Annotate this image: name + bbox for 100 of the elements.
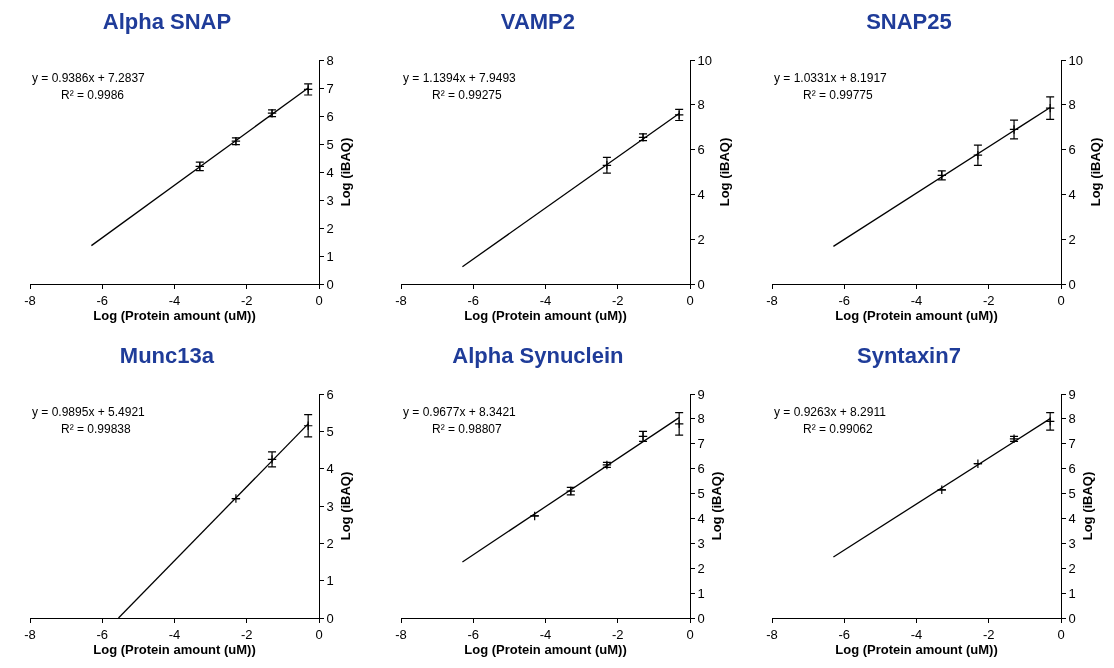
y-tick-label: 5 bbox=[326, 423, 334, 439]
y-tick-label: 2 bbox=[326, 535, 334, 551]
y-tick-label: 5 bbox=[697, 486, 705, 502]
x-tick-label: -6 bbox=[96, 626, 109, 642]
y-axis-title: Log (iBAQ) bbox=[1080, 471, 1096, 541]
y-tick-label: 6 bbox=[326, 108, 334, 124]
y-tick-label: 9 bbox=[697, 386, 705, 402]
y-tick-label: 5 bbox=[326, 136, 334, 152]
y-tick-label: 2 bbox=[697, 560, 705, 576]
x-tick-label: -2 bbox=[240, 626, 253, 642]
y-tick-label: 5 bbox=[1068, 486, 1076, 502]
x-tick-label: -6 bbox=[838, 292, 851, 308]
annotation: R² = 0.98807 bbox=[432, 422, 503, 436]
y-tick-label: 10 bbox=[1068, 52, 1084, 68]
chart-title: Syntaxin7 bbox=[856, 342, 961, 368]
x-tick-label: -4 bbox=[539, 292, 552, 308]
annotation: R² = 0.9986 bbox=[61, 88, 125, 102]
y-tick-label: 4 bbox=[326, 461, 334, 477]
x-axis-title: Log (Protein amount (uM)) bbox=[464, 308, 627, 324]
y-axis-title: Log (iBAQ) bbox=[338, 137, 354, 207]
annotation: y = 0.9677x + 8.3421 bbox=[403, 405, 517, 419]
annotation: y = 0.9263x + 8.2911 bbox=[774, 405, 887, 419]
y-tick-label: 2 bbox=[697, 231, 705, 247]
annotation: y = 1.1394x + 7.9493 bbox=[403, 71, 517, 85]
y-tick-label: 10 bbox=[697, 52, 713, 68]
point bbox=[1009, 124, 1019, 135]
y-tick-label: 6 bbox=[326, 386, 334, 402]
annotation: y = 1.0331x + 8.1917 bbox=[774, 71, 888, 85]
y-tick-label: 3 bbox=[697, 535, 705, 551]
y-tick-label: 6 bbox=[697, 461, 705, 477]
y-axis-title: Log (iBAQ) bbox=[716, 137, 732, 207]
x-tick-label: -6 bbox=[96, 292, 109, 308]
x-tick-label: -6 bbox=[467, 292, 480, 308]
y-tick-label: 4 bbox=[697, 186, 705, 202]
y-tick-label: 2 bbox=[1068, 231, 1076, 247]
x-axis-title: Log (Protein amount (uM)) bbox=[93, 308, 256, 324]
y-tick-label: 6 bbox=[1068, 461, 1076, 477]
x-tick-label: -8 bbox=[395, 626, 407, 642]
y-tick-label: 4 bbox=[697, 510, 705, 526]
y-tick-label: 9 bbox=[1068, 386, 1076, 402]
x-tick-label: -8 bbox=[24, 292, 36, 308]
y-tick-label: 4 bbox=[1068, 510, 1076, 526]
x-tick-label: -2 bbox=[982, 292, 995, 308]
point bbox=[674, 419, 684, 429]
y-tick-label: 0 bbox=[697, 276, 705, 292]
y-tick-label: 4 bbox=[1068, 186, 1076, 202]
y-tick-label: 6 bbox=[1068, 142, 1076, 158]
x-tick-label: -4 bbox=[539, 626, 552, 642]
y-tick-label: 1 bbox=[326, 248, 334, 264]
x-tick-label: 0 bbox=[1057, 292, 1065, 308]
annotation: R² = 0.99775 bbox=[803, 88, 874, 102]
y-tick-label: 0 bbox=[1068, 276, 1076, 292]
x-tick-label: -8 bbox=[24, 626, 36, 642]
x-tick-label: 0 bbox=[1057, 626, 1065, 642]
y-tick-label: 3 bbox=[1068, 535, 1076, 551]
x-tick-label: 0 bbox=[686, 292, 694, 308]
x-axis-title: Log (Protein amount (uM)) bbox=[93, 642, 256, 658]
chart-title: SNAP25 bbox=[866, 8, 952, 34]
point bbox=[231, 493, 241, 504]
x-tick-label: 0 bbox=[686, 626, 694, 642]
y-axis-title: Log (iBAQ) bbox=[709, 471, 725, 541]
x-axis-title: Log (Protein amount (uM)) bbox=[835, 308, 998, 324]
y-tick-label: 3 bbox=[326, 498, 334, 514]
y-axis-title: Log (iBAQ) bbox=[338, 471, 354, 541]
x-tick-label: -4 bbox=[910, 292, 923, 308]
x-tick-label: -4 bbox=[168, 292, 181, 308]
x-axis-title: Log (Protein amount (uM)) bbox=[835, 642, 998, 658]
y-tick-label: 0 bbox=[697, 610, 705, 626]
y-tick-label: 7 bbox=[326, 80, 334, 96]
x-tick-label: -4 bbox=[910, 626, 923, 642]
y-tick-label: 1 bbox=[326, 573, 334, 589]
y-tick-label: 7 bbox=[1068, 436, 1076, 452]
y-tick-label: 0 bbox=[1068, 610, 1076, 626]
chart-title: Munc13a bbox=[119, 342, 215, 368]
x-tick-label: -2 bbox=[982, 626, 995, 642]
y-tick-label: 2 bbox=[326, 220, 334, 236]
annotation: y = 0.9895x + 5.4921 bbox=[32, 405, 146, 419]
y-tick-label: 1 bbox=[697, 585, 705, 601]
y-tick-label: 8 bbox=[1068, 97, 1076, 113]
x-tick-label: -2 bbox=[240, 292, 253, 308]
y-tick-label: 4 bbox=[326, 164, 334, 180]
point bbox=[529, 511, 540, 521]
x-tick-label: -4 bbox=[168, 626, 181, 642]
y-tick-label: 8 bbox=[697, 97, 705, 113]
y-tick-label: 0 bbox=[326, 276, 334, 292]
x-tick-label: -2 bbox=[611, 292, 624, 308]
y-tick-label: 6 bbox=[697, 142, 705, 158]
annotation: y = 0.9386x + 7.2837 bbox=[32, 71, 146, 85]
annotation: R² = 0.99275 bbox=[432, 88, 503, 102]
annotation: R² = 0.99838 bbox=[61, 422, 132, 436]
y-tick-label: 3 bbox=[326, 192, 334, 208]
x-tick-label: -8 bbox=[395, 292, 407, 308]
y-tick-label: 8 bbox=[697, 411, 705, 427]
x-tick-label: -2 bbox=[611, 626, 624, 642]
x-tick-label: -6 bbox=[838, 626, 851, 642]
chart-title: Alpha SNAP bbox=[102, 8, 232, 34]
x-tick-label: -6 bbox=[467, 626, 480, 642]
y-axis-title: Log (iBAQ) bbox=[1087, 137, 1103, 207]
chart-title: Alpha Synuclein bbox=[452, 342, 624, 368]
y-tick-label: 1 bbox=[1068, 585, 1076, 601]
